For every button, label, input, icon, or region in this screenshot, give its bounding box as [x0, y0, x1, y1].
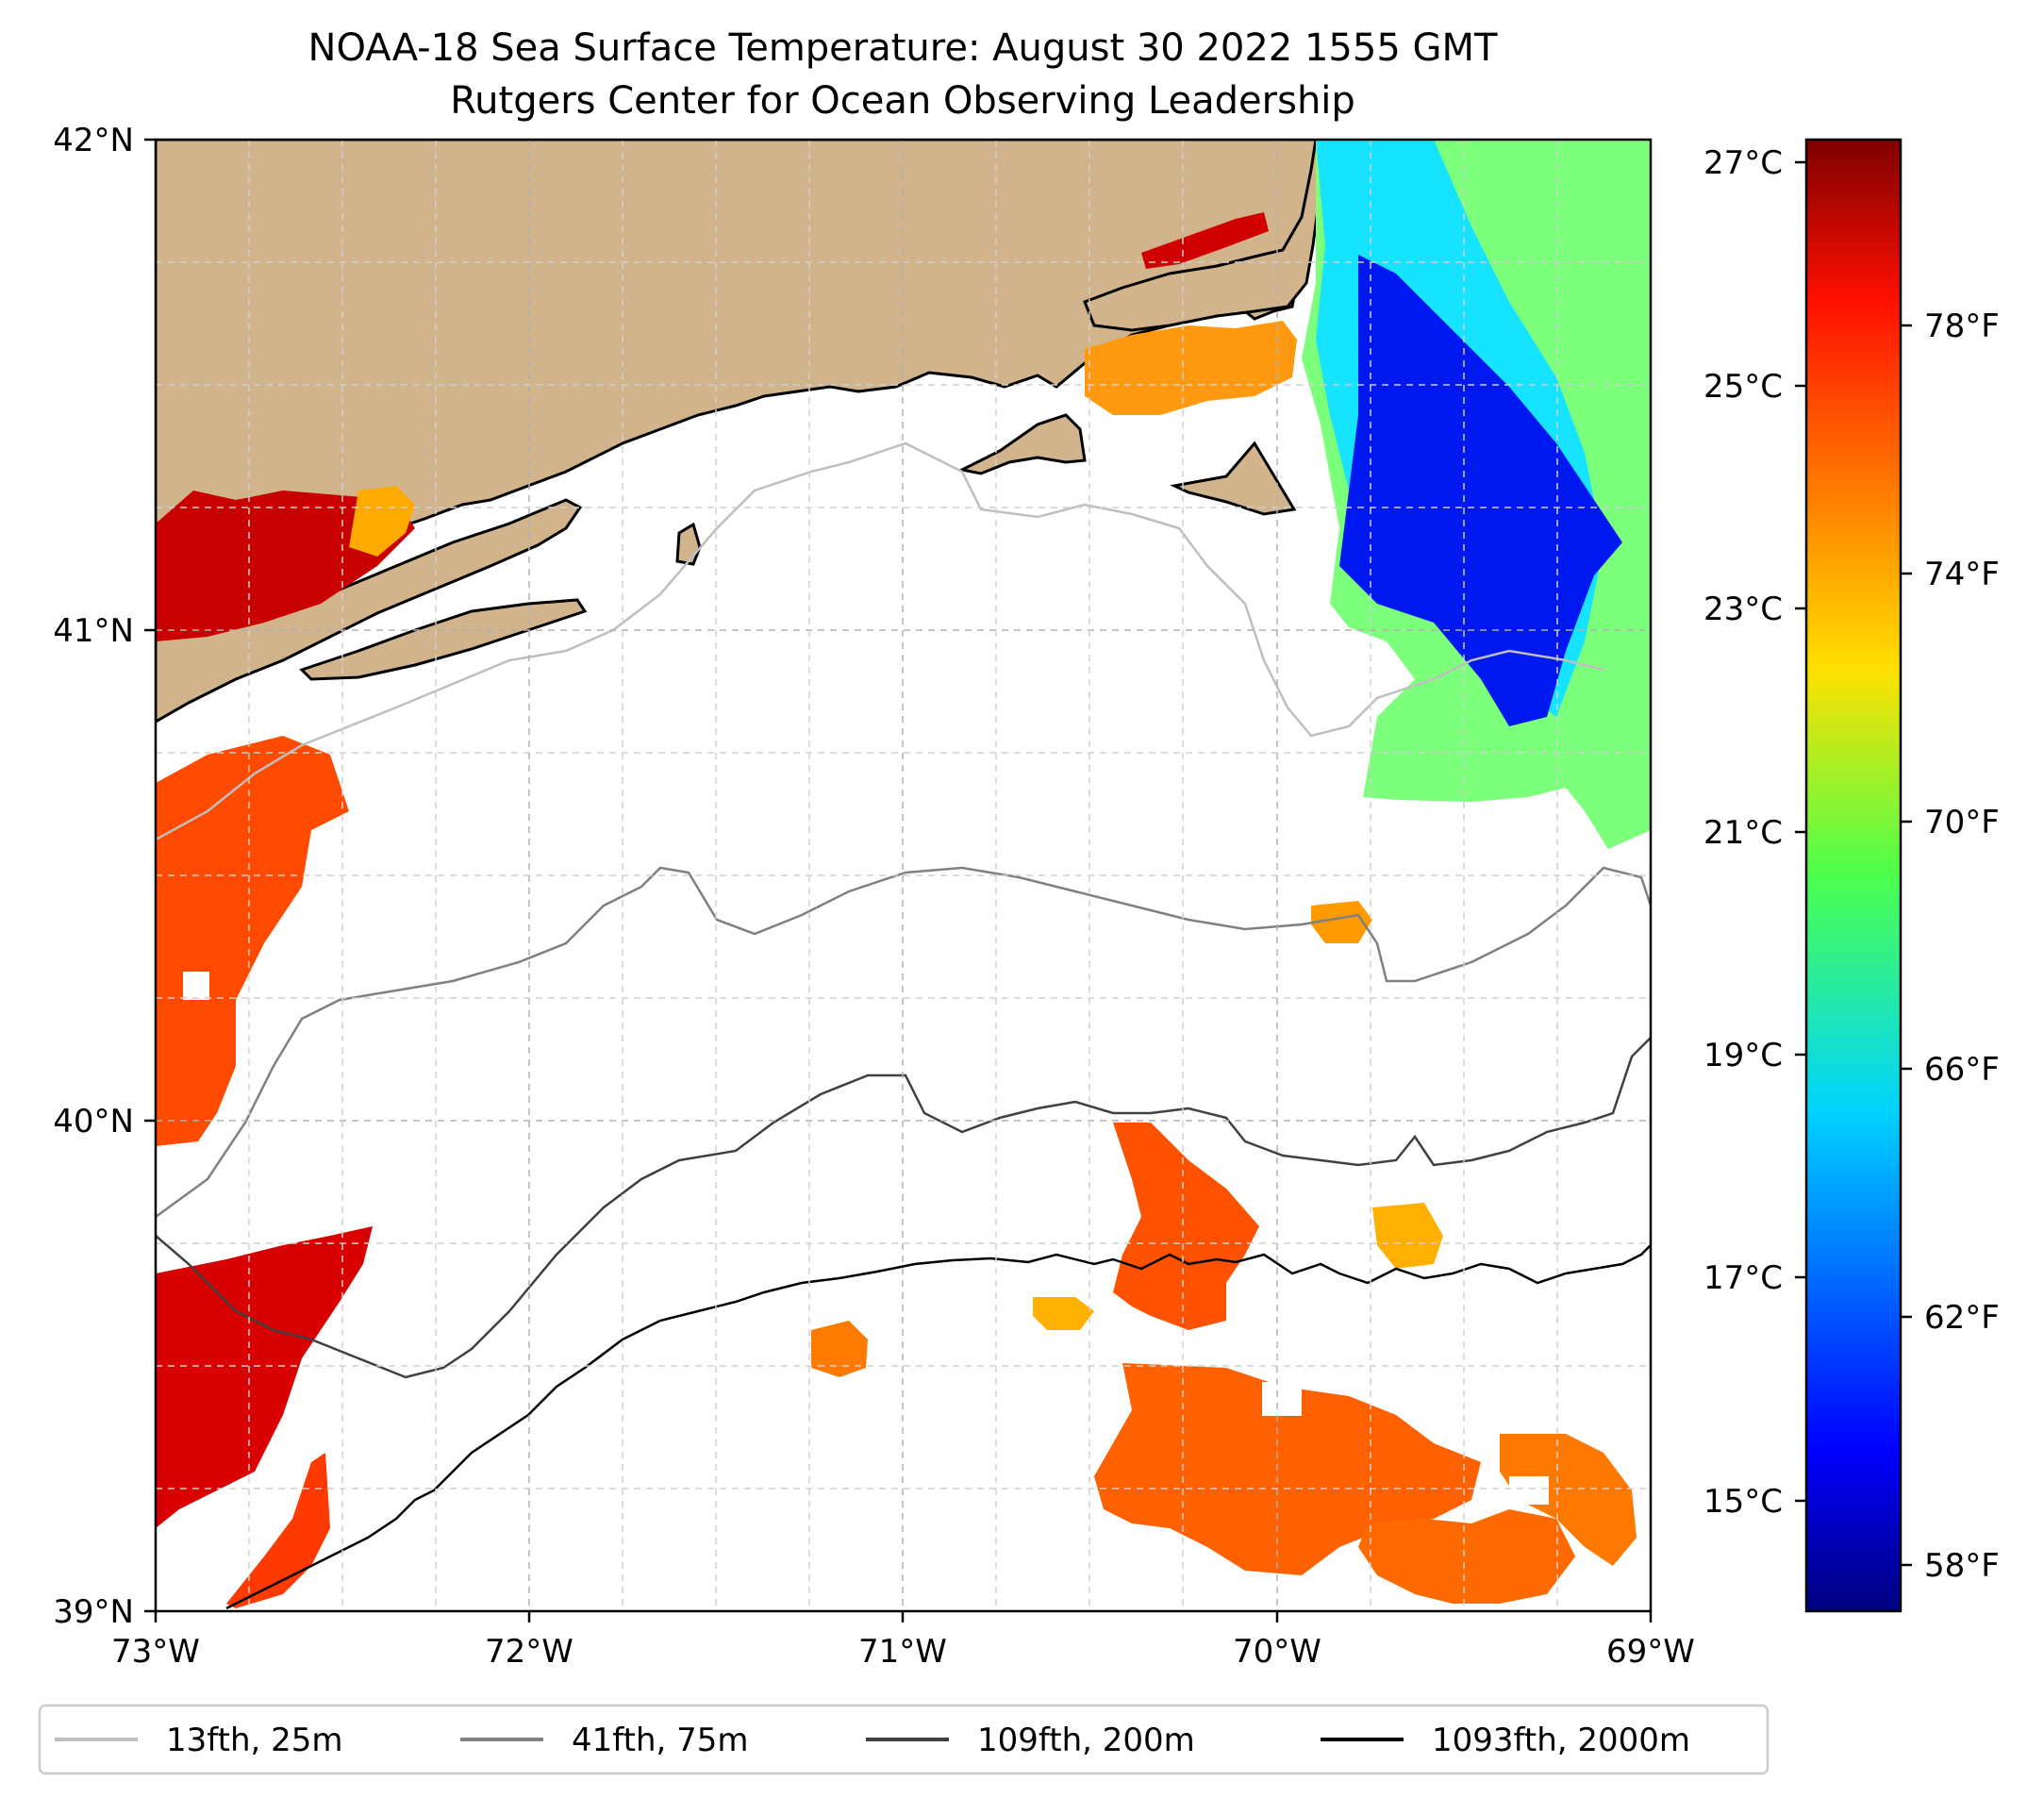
sst-patch-sound-orange	[1085, 321, 1297, 415]
fahrenheit-tick-label: 66°F	[1924, 1051, 2000, 1089]
isobath-75m	[156, 866, 1651, 1219]
legend-item: 41fth, 75m	[460, 1722, 749, 1759]
y-tick-labels: 42°N 41°N 40°N 39°N	[53, 122, 134, 1631]
marthas-vineyard	[957, 413, 1087, 475]
isobath-25m	[156, 441, 1604, 841]
x-tick-label: 70°W	[1233, 1633, 1321, 1671]
y-tick-label: 40°N	[53, 1103, 134, 1140]
sst-patch-nj-shelf-south	[156, 1226, 373, 1528]
legend-label: 41fth, 75m	[572, 1722, 749, 1759]
colorbar-gradient	[1804, 138, 1903, 1613]
map-panel	[156, 140, 1651, 1611]
x-tick-label: 72°W	[485, 1633, 573, 1671]
colorbar-celsius-labels: 27°C 25°C 23°C 21°C 19°C 17°C 15°C	[1703, 144, 1783, 1521]
colorbar-fahrenheit-ticks	[1901, 324, 1912, 1567]
fahrenheit-tick-label: 74°F	[1924, 556, 2000, 593]
legend-label: 1093fth, 2000m	[1432, 1722, 1690, 1759]
celsius-tick-label: 15°C	[1703, 1483, 1783, 1521]
celsius-tick-label: 17°C	[1703, 1259, 1783, 1297]
fahrenheit-tick-label: 58°F	[1924, 1547, 2000, 1585]
sst-patch-slope-southeast	[1358, 1509, 1575, 1604]
sst-patch-long-island-sound	[156, 491, 415, 641]
nantucket	[1170, 441, 1297, 516]
celsius-tick-label: 19°C	[1703, 1037, 1783, 1074]
sst-patch-small-west	[811, 1321, 868, 1377]
y-tick-label: 39°N	[53, 1593, 134, 1631]
sst-patch-sound-east-orange	[349, 486, 415, 557]
isobath-200m	[156, 1037, 1651, 1379]
sst-gap-slope-east	[1509, 1476, 1549, 1505]
x-tick-labels: 73°W 72°W 71°W 70°W 69°W	[111, 1633, 1695, 1671]
fahrenheit-tick-label: 70°F	[1924, 804, 2000, 841]
y-tick-label: 41°N	[53, 612, 134, 650]
sst-patch-deep-blue-core	[1339, 255, 1622, 726]
title-line-2: Rutgers Center for Ocean Observing Leade…	[450, 79, 1355, 123]
colorbar: 27°C 25°C 23°C 21°C 19°C 17°C 15°C 78°F …	[1703, 138, 2000, 1613]
isobath-2000m	[225, 1244, 1651, 1610]
x-tick-label: 73°W	[111, 1633, 200, 1671]
long-island	[156, 498, 583, 724]
sst-gap-nj	[183, 972, 209, 1000]
sst-patch-small-mid	[1033, 1297, 1094, 1330]
colorbar-celsius-ticks	[1795, 160, 1806, 1503]
sst-patch-southeast-corner	[1500, 1434, 1637, 1566]
isobaths	[156, 441, 1651, 1610]
celsius-tick-label: 27°C	[1703, 144, 1783, 182]
sst-patch-shelf-break-east	[1372, 1203, 1443, 1269]
map-gridlines	[156, 140, 1651, 1611]
title-line-1: NOAA-18 Sea Surface Temperature: August …	[308, 26, 1498, 70]
sst-patch-cape-cod-bay-red	[1141, 212, 1269, 269]
isobath-legend: 13fth, 25m 41fth, 75m 109fth, 200m 1093f…	[38, 1704, 1770, 1775]
map-axis-ticks	[144, 138, 1653, 1622]
x-tick-label: 71°W	[858, 1633, 947, 1671]
legend-item: 109fth, 200m	[866, 1722, 1195, 1759]
y-tick-label: 42°N	[53, 122, 134, 159]
fahrenheit-tick-label: 78°F	[1924, 308, 2000, 345]
celsius-tick-label: 21°C	[1703, 814, 1783, 852]
celsius-tick-label: 23°C	[1703, 591, 1783, 628]
legend-label: 109fth, 200m	[977, 1722, 1195, 1759]
legend-label: 13fth, 25m	[166, 1722, 343, 1759]
legend-item: 13fth, 25m	[55, 1722, 343, 1759]
celsius-tick-label: 25°C	[1703, 368, 1783, 406]
sst-patch-nj-shelf-north	[156, 736, 349, 1146]
sst-patch-shelf-small	[1311, 901, 1372, 943]
x-tick-label: 69°W	[1606, 1633, 1695, 1671]
sst-gap-slope	[1262, 1382, 1302, 1416]
legend-item: 1093fth, 2000m	[1321, 1722, 1690, 1759]
sst-patch-shelf-break-central	[1113, 1123, 1259, 1330]
sst-patches	[156, 140, 1651, 1608]
colorbar-fahrenheit-labels: 78°F 74°F 70°F 66°F 62°F 58°F	[1924, 308, 2000, 1585]
fahrenheit-tick-label: 62°F	[1924, 1299, 2000, 1337]
